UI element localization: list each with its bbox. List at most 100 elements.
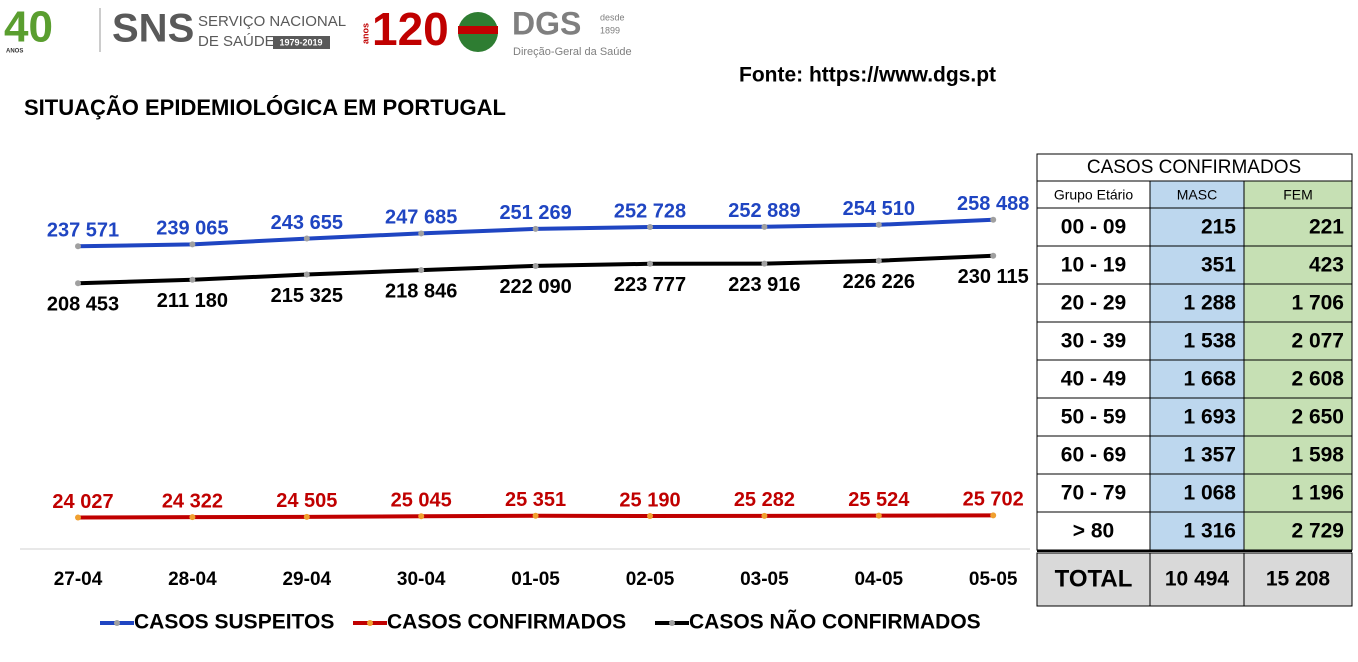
legend-marker xyxy=(669,620,675,626)
table: CASOS CONFIRMADOS Grupo Etário MASC FEM 00 -… xyxy=(1036,153,1353,607)
data-point xyxy=(990,216,997,223)
case-count: 1 693 xyxy=(1183,406,1236,429)
data-point xyxy=(647,260,653,267)
data-point xyxy=(532,225,539,232)
age-group: > 80 xyxy=(1073,520,1114,543)
x-tick-label: 02-05 xyxy=(626,569,675,590)
data-label: 215 325 xyxy=(271,285,343,307)
table-title: CASOS CONFIRMADOS xyxy=(1087,157,1301,178)
data-point xyxy=(189,514,196,521)
case-count: 2 729 xyxy=(1291,520,1344,543)
x-tick-label: 30-04 xyxy=(397,569,446,590)
table-cell xyxy=(1036,207,1151,247)
data-point xyxy=(761,223,768,230)
age-group: 10 - 19 xyxy=(1061,254,1126,277)
column-header: FEM xyxy=(1283,187,1313,203)
case-count: 351 xyxy=(1201,254,1236,277)
data-label: 25 351 xyxy=(505,489,566,511)
table-cell xyxy=(1243,321,1353,361)
data-label: 24 505 xyxy=(276,490,337,512)
case-count: 423 xyxy=(1309,254,1344,277)
table-cell xyxy=(1243,511,1353,551)
table-cell xyxy=(1036,283,1151,323)
table-cell xyxy=(1149,473,1245,513)
data-label: 25 190 xyxy=(619,489,680,511)
data-point xyxy=(647,513,653,520)
table-cell xyxy=(1243,397,1353,437)
data-point xyxy=(75,243,81,250)
table-cell xyxy=(1243,207,1353,247)
case-count: 2 608 xyxy=(1291,368,1344,391)
data-point xyxy=(990,252,997,259)
case-count: 1 357 xyxy=(1183,444,1236,467)
data-label: 243 655 xyxy=(271,212,343,234)
logo-120-anos: anos xyxy=(360,23,370,44)
data-label: 223 916 xyxy=(728,274,800,296)
data-point xyxy=(418,230,425,237)
table-cell xyxy=(1036,511,1151,551)
header: 40 ANOS SNS SERVIÇO NACIONAL DE SAÚDE 19… xyxy=(4,3,996,87)
x-tick-label: 27-04 xyxy=(54,569,103,590)
table-cell xyxy=(1149,359,1245,399)
logo-sns: SNS xyxy=(112,7,194,51)
data-label: 254 510 xyxy=(843,198,915,220)
data-point xyxy=(875,221,882,228)
legend-label: CASOS SUSPEITOS xyxy=(134,611,334,634)
table-cell xyxy=(1243,245,1353,285)
source: Fonte: https://www.dgs.pt xyxy=(739,64,996,87)
data-point xyxy=(647,224,653,231)
legend-label: CASOS NÃO CONFIRMADOS xyxy=(689,611,981,634)
case-count: 1 316 xyxy=(1183,520,1236,543)
data-point xyxy=(418,513,425,520)
sns-line1: SERVIÇO NACIONAL xyxy=(198,13,346,30)
table-cell xyxy=(1243,283,1353,323)
data-point xyxy=(75,514,81,521)
data-label: 24 027 xyxy=(52,491,113,513)
data-label: 252 889 xyxy=(728,200,800,222)
data-label: 258 488 xyxy=(957,193,1029,215)
logo-120: 120 xyxy=(372,3,449,55)
data-label: 208 453 xyxy=(47,294,119,316)
case-count: 215 xyxy=(1201,216,1236,239)
dgs-year: 1899 xyxy=(600,25,620,35)
case-count: 1 598 xyxy=(1291,444,1344,467)
table-title-cell xyxy=(1036,153,1353,182)
data-label: 251 269 xyxy=(499,202,571,224)
sns-years-box xyxy=(273,36,330,49)
case-count: 221 xyxy=(1309,216,1344,239)
case-count: 1 068 xyxy=(1183,482,1236,505)
data-label: 25 524 xyxy=(848,489,910,511)
data-point xyxy=(990,512,997,519)
data-point xyxy=(875,257,882,264)
table-cell xyxy=(1036,321,1151,361)
total-value: 15 208 xyxy=(1266,568,1331,591)
age-group: 00 - 09 xyxy=(1061,216,1126,239)
x-tick-label: 03-05 xyxy=(740,569,789,590)
data-point xyxy=(532,512,539,519)
data-point xyxy=(189,241,196,248)
header-cell xyxy=(1243,180,1353,209)
age-group: 60 - 69 xyxy=(1061,444,1126,467)
case-count: 1 196 xyxy=(1291,482,1344,505)
total-value: 10 494 xyxy=(1165,568,1230,591)
data-label: 25 045 xyxy=(391,489,452,511)
data-label: 25 282 xyxy=(734,489,795,511)
age-group: 70 - 79 xyxy=(1061,482,1126,505)
total-cell xyxy=(1243,552,1353,607)
x-tick-label: 29-04 xyxy=(282,569,331,590)
data-label: 218 846 xyxy=(385,280,457,302)
data-point xyxy=(418,267,425,274)
header-cell xyxy=(1036,180,1151,209)
case-count: 1 538 xyxy=(1183,330,1236,353)
total-value: TOTAL xyxy=(1055,565,1133,592)
age-group: 50 - 59 xyxy=(1061,406,1126,429)
case-count: 1 706 xyxy=(1291,292,1344,315)
total-cell xyxy=(1036,552,1151,607)
header-cell xyxy=(1149,180,1245,209)
data-label: 223 777 xyxy=(614,274,686,296)
table-cell xyxy=(1036,397,1151,437)
data-label: 211 180 xyxy=(157,290,228,312)
logo-40: 40 xyxy=(4,3,53,52)
data-point xyxy=(189,276,196,283)
